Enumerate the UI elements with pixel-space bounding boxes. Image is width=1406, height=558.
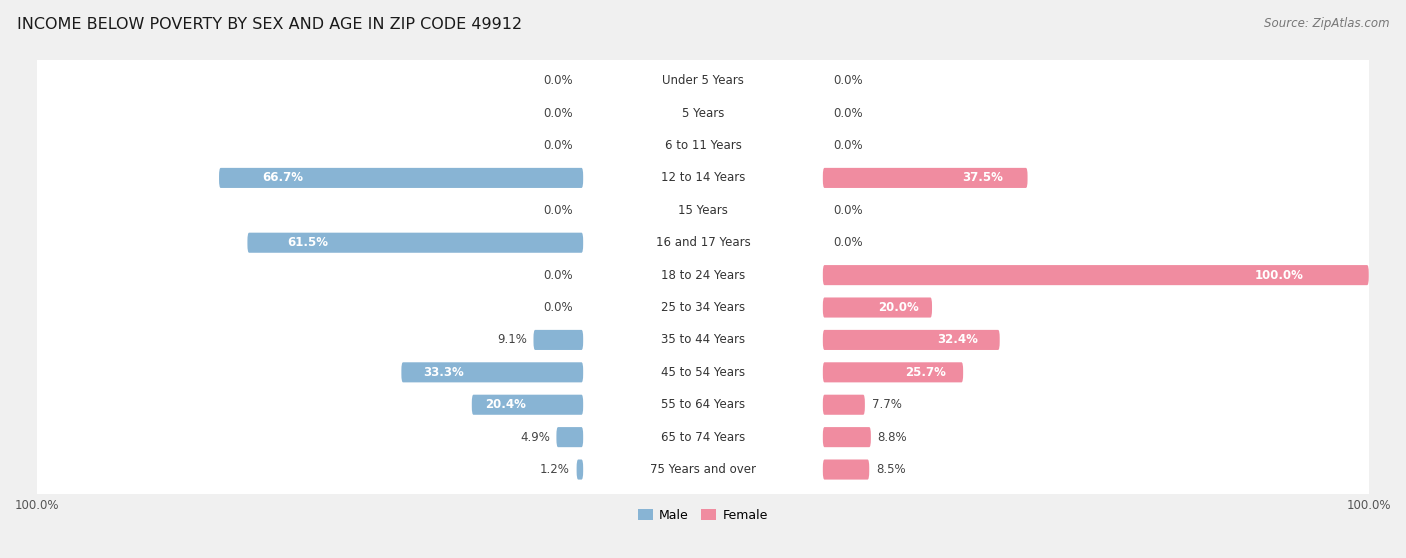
FancyBboxPatch shape [14,374,1392,501]
FancyBboxPatch shape [472,395,583,415]
Text: 0.0%: 0.0% [544,107,574,119]
Text: 20.4%: 20.4% [485,398,526,411]
FancyBboxPatch shape [14,50,1392,177]
Text: 0.0%: 0.0% [832,236,862,249]
Text: 8.5%: 8.5% [876,463,905,476]
FancyBboxPatch shape [823,330,1000,350]
Text: 25 to 34 Years: 25 to 34 Years [661,301,745,314]
Text: 4.9%: 4.9% [520,431,550,444]
FancyBboxPatch shape [401,362,583,382]
Text: 8.8%: 8.8% [877,431,907,444]
Text: INCOME BELOW POVERTY BY SEX AND AGE IN ZIP CODE 49912: INCOME BELOW POVERTY BY SEX AND AGE IN Z… [17,17,522,32]
FancyBboxPatch shape [219,168,583,188]
FancyBboxPatch shape [823,168,1028,188]
Text: 75 Years and over: 75 Years and over [650,463,756,476]
Text: 45 to 54 Years: 45 to 54 Years [661,366,745,379]
Text: 20.0%: 20.0% [879,301,920,314]
Text: 5 Years: 5 Years [682,107,724,119]
FancyBboxPatch shape [576,459,583,479]
Text: 0.0%: 0.0% [544,301,574,314]
FancyBboxPatch shape [14,406,1392,533]
Text: 33.3%: 33.3% [423,366,464,379]
Text: 0.0%: 0.0% [544,268,574,282]
FancyBboxPatch shape [14,82,1392,209]
Text: Under 5 Years: Under 5 Years [662,74,744,87]
Text: 0.0%: 0.0% [832,204,862,217]
Text: 66.7%: 66.7% [263,171,304,184]
FancyBboxPatch shape [247,233,583,253]
FancyBboxPatch shape [14,179,1392,306]
Text: 65 to 74 Years: 65 to 74 Years [661,431,745,444]
Text: 35 to 44 Years: 35 to 44 Years [661,334,745,347]
Text: Source: ZipAtlas.com: Source: ZipAtlas.com [1264,17,1389,30]
Text: 32.4%: 32.4% [938,334,979,347]
Text: 0.0%: 0.0% [544,74,574,87]
Text: 25.7%: 25.7% [905,366,946,379]
Text: 100.0%: 100.0% [1254,268,1303,282]
Text: 1.2%: 1.2% [540,463,569,476]
Text: 0.0%: 0.0% [544,204,574,217]
Text: 16 and 17 Years: 16 and 17 Years [655,236,751,249]
Text: 0.0%: 0.0% [832,74,862,87]
Text: 61.5%: 61.5% [288,236,329,249]
FancyBboxPatch shape [14,244,1392,371]
FancyBboxPatch shape [14,276,1392,403]
FancyBboxPatch shape [557,427,583,447]
FancyBboxPatch shape [823,395,865,415]
FancyBboxPatch shape [823,459,869,479]
FancyBboxPatch shape [14,114,1392,242]
Legend: Male, Female: Male, Female [633,504,773,527]
FancyBboxPatch shape [14,147,1392,274]
Text: 12 to 14 Years: 12 to 14 Years [661,171,745,184]
FancyBboxPatch shape [14,17,1392,144]
Text: 0.0%: 0.0% [544,139,574,152]
FancyBboxPatch shape [823,362,963,382]
Text: 37.5%: 37.5% [962,171,1002,184]
Text: 7.7%: 7.7% [872,398,901,411]
FancyBboxPatch shape [823,427,870,447]
FancyBboxPatch shape [14,309,1392,436]
FancyBboxPatch shape [823,297,932,318]
Text: 0.0%: 0.0% [832,107,862,119]
Text: 15 Years: 15 Years [678,204,728,217]
Text: 55 to 64 Years: 55 to 64 Years [661,398,745,411]
Text: 6 to 11 Years: 6 to 11 Years [665,139,741,152]
FancyBboxPatch shape [823,265,1369,285]
FancyBboxPatch shape [14,211,1392,339]
FancyBboxPatch shape [14,341,1392,468]
Text: 18 to 24 Years: 18 to 24 Years [661,268,745,282]
Text: 0.0%: 0.0% [832,139,862,152]
Text: 9.1%: 9.1% [496,334,527,347]
FancyBboxPatch shape [533,330,583,350]
